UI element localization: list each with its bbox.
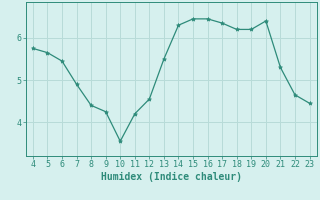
X-axis label: Humidex (Indice chaleur): Humidex (Indice chaleur)	[101, 172, 242, 182]
